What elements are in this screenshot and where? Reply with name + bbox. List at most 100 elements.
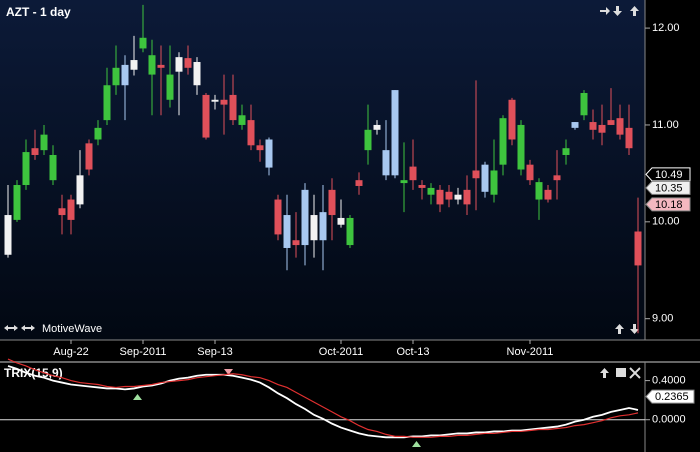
candle-body [310,215,318,241]
candle-body [121,64,129,86]
candle-body [445,191,453,200]
candle-body [193,61,201,86]
candle-body [337,217,345,225]
candle-body [400,180,408,184]
candle-body [148,55,156,75]
y-tick-label: 0.4000 [652,375,686,387]
candle-body [139,37,147,49]
candle-body [211,99,219,102]
candle-body [607,120,615,125]
candle-body [346,217,354,246]
price-tag-label: 10.35 [655,182,683,194]
candle-body [481,164,489,192]
candle-body [382,150,390,176]
candle-body [490,170,498,195]
candle-body [4,215,12,255]
y-tick-label: 0.0000 [652,414,686,426]
value-tag-label: 0.2365 [655,391,689,403]
x-tick-label: Oct-13 [396,346,429,358]
buy-signal [412,441,421,447]
chart-title: AZT - 1 day [6,5,71,19]
candle-body [517,124,525,170]
candle-body [112,67,120,86]
candle-body [94,127,102,140]
candle-body [22,152,30,186]
candle-body [409,166,417,181]
x-tick-label: Sep-2011 [120,346,167,358]
sell-signal [224,369,233,375]
candle-body [526,164,534,181]
indicator-line [7,365,639,439]
candle-body [319,212,327,241]
candle-body [589,122,597,130]
candle-body [418,185,426,188]
candle-body [373,124,381,130]
candle-body [328,189,336,216]
candle-body [436,189,444,205]
candle-body [553,175,561,181]
candle-body [355,180,363,186]
candle-body [283,215,291,248]
date-axis [0,340,700,362]
watermark: MotiveWave [42,323,102,335]
candle-body [58,208,66,216]
x-tick-label: Oct-2011 [319,346,363,358]
candle-body [40,134,48,151]
price-tag [645,180,691,195]
price-tag-label: 10.49 [655,169,683,181]
candle-body [562,148,570,155]
candle-body [130,60,138,70]
candle-body [499,118,507,165]
candle-body [274,199,282,235]
candle-body [220,99,228,105]
candle-body [292,240,300,246]
candle-body [301,189,309,246]
buy-signal [133,394,142,400]
candle-body [238,115,246,125]
candle-body [463,189,471,205]
price-tag [645,167,691,182]
candle-body [634,231,642,266]
candle-body [175,57,183,72]
candle-body [184,58,192,68]
price-tag-label: 10.18 [655,199,683,211]
candle-body [364,129,372,151]
price-panel [0,0,645,340]
candle-body [508,99,516,140]
candle-body [391,90,399,176]
candle-body [625,127,633,149]
signal-markers [133,369,421,447]
scroll-icons[interactable] [4,325,35,331]
y-tick-label: 9.00 [652,313,673,325]
candle-body [427,187,435,195]
candle-body [454,194,462,200]
value-tag [645,389,695,404]
candle-body [202,94,210,138]
candle-body [229,94,237,121]
y-tick-label: 11.00 [652,119,679,131]
candle-body [157,64,165,68]
candle-body [49,154,57,181]
y-tick-label: 10.00 [652,216,680,228]
x-tick-label: Nov-2011 [507,346,554,358]
candle-body [580,92,588,116]
candle-body [103,85,111,121]
x-tick-label: Sep-13 [197,346,232,358]
candle-body [13,185,21,220]
candle-body [85,143,93,170]
candle-body [598,124,606,133]
candle-body [265,139,273,168]
candle-body [166,74,174,100]
plot-layer: 12.00 11.00 10.00 9.00 Aug-22 Sep-2011 Sep-13 O… [0,4,695,439]
candle-body [571,122,579,128]
x-tick-label: Aug-22 [53,346,88,358]
candle-body [247,120,255,146]
trix-panel [0,362,700,452]
candle-body [256,145,264,151]
panel-icons[interactable] [600,6,641,379]
candle-body [616,118,624,135]
indicator-line [7,358,639,438]
y-tick-label: 12.00 [652,22,680,34]
candle-body [31,148,39,155]
